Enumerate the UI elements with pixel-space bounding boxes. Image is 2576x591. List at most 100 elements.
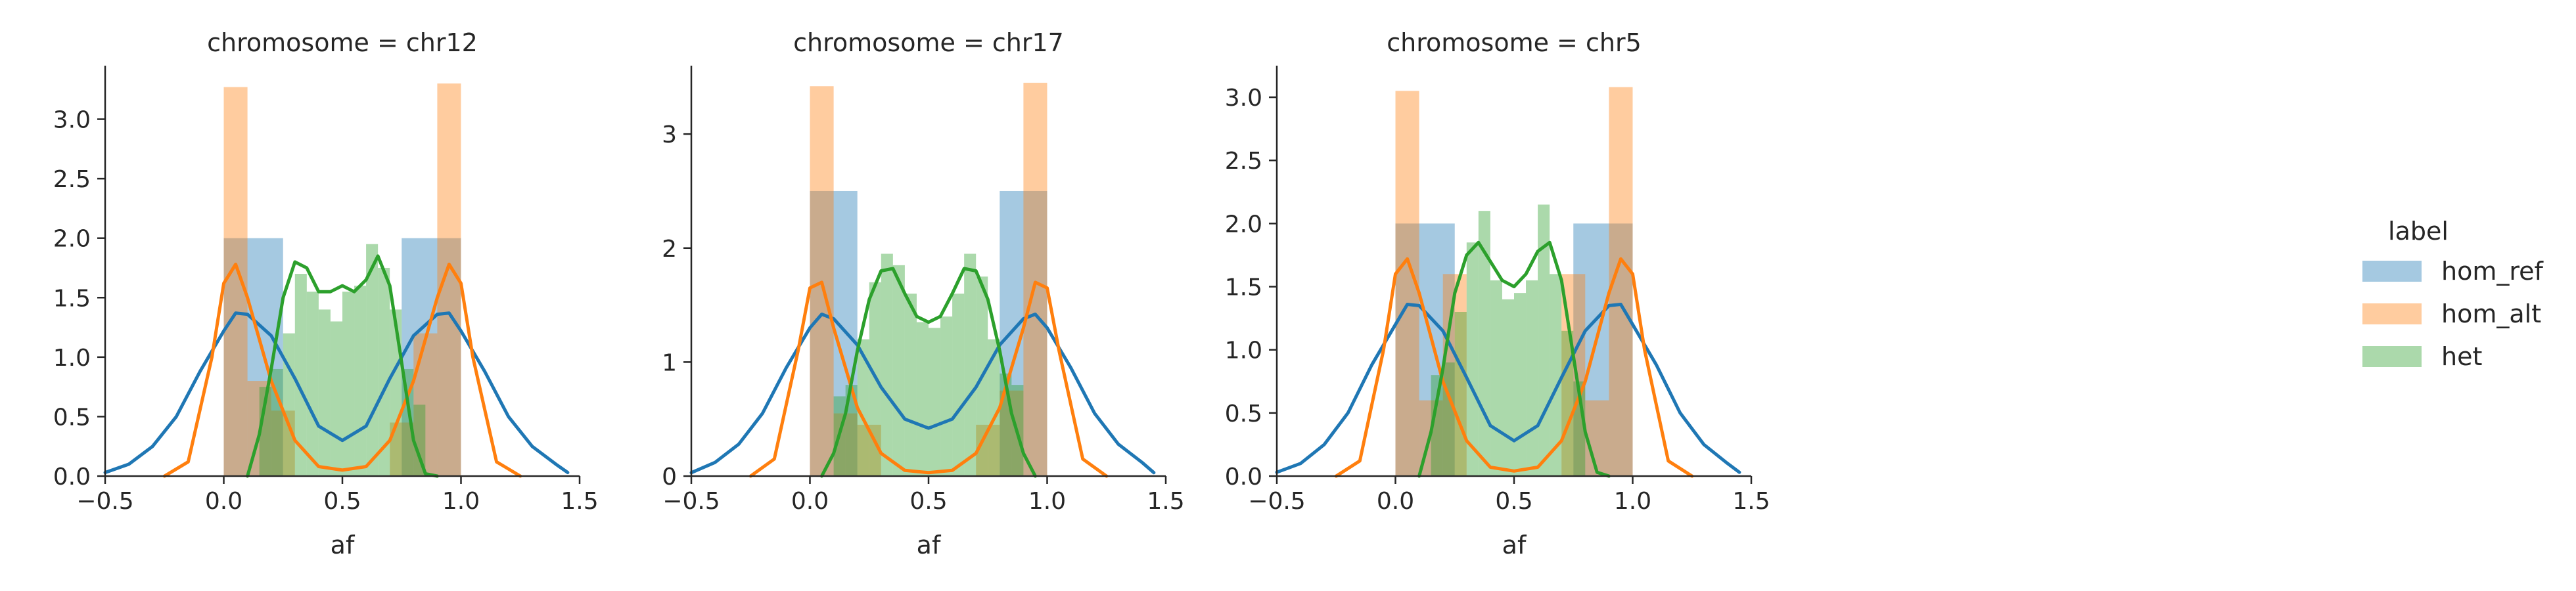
kde-line-hom-ref <box>689 313 1156 475</box>
bar-het <box>1561 330 1574 476</box>
x-tick-label: −0.5 <box>1248 488 1305 515</box>
kde-line-hom-ref <box>103 311 570 475</box>
bar-het <box>318 309 331 476</box>
x-tick-label: 1.0 <box>442 488 480 515</box>
legend-entry-hom-alt: hom_alt <box>2362 299 2541 328</box>
x-axis-label: af <box>1502 531 1527 559</box>
x-tick-label: 0.5 <box>909 488 947 515</box>
x-tick-label: 0.0 <box>1377 488 1414 515</box>
x-tick-label: 0.0 <box>205 488 242 515</box>
x-tick-label: 0.5 <box>1495 488 1532 515</box>
bar-het <box>1550 274 1562 476</box>
bar-hom-alt <box>1442 274 1467 476</box>
bar-het <box>306 292 319 476</box>
y-tick-label: 2 <box>662 236 677 263</box>
legend-entry-het: het <box>2362 342 2482 371</box>
legend: label hom_ref hom_alt het <box>2362 217 2544 371</box>
bar-het <box>330 321 342 476</box>
hist-hom-alt <box>1395 87 1633 476</box>
y-tick-label: 1.5 <box>1225 274 1262 301</box>
kde-line-het <box>1417 240 1611 478</box>
legend-swatch-het <box>2362 346 2422 367</box>
x-tick-label: 0.0 <box>791 488 829 515</box>
bar-het <box>964 253 977 476</box>
panel-title: chromosome = chr17 <box>793 28 1064 57</box>
y-tick-label: 0.5 <box>1225 401 1262 427</box>
bar-het <box>892 265 905 476</box>
x-tick-label: 1.5 <box>1732 488 1770 515</box>
y-tick-label: 0.0 <box>53 464 91 491</box>
y-tick-label: 2.0 <box>1225 211 1262 238</box>
bar-het <box>916 322 929 476</box>
bar-hom-alt <box>1023 83 1047 476</box>
kde-line-hom-ref <box>1275 303 1741 474</box>
x-tick-label: 1.0 <box>1028 488 1066 515</box>
x-tick-label: −0.5 <box>76 488 133 515</box>
bar-het <box>402 368 414 476</box>
y-tick-label: 3.0 <box>53 107 91 134</box>
y-tick-label: 0.5 <box>53 404 91 431</box>
legend-label-hom-alt: hom_alt <box>2441 299 2541 328</box>
bar-hom-alt <box>223 87 248 476</box>
bar-het <box>929 328 941 476</box>
bar-hom-alt <box>1585 400 1609 476</box>
y-tick-label: 1.5 <box>53 285 91 312</box>
legend-entry-hom-ref: hom_ref <box>2362 257 2544 286</box>
x-tick-label: 1.0 <box>1614 488 1651 515</box>
x-tick-label: −0.5 <box>662 488 720 515</box>
bar-het <box>271 368 283 476</box>
hist-hom-ref <box>1395 223 1633 476</box>
kde-line-het <box>820 267 1037 478</box>
kde-line-hom-alt <box>1334 257 1694 478</box>
kde-line-het <box>246 254 439 478</box>
bar-het <box>881 253 893 476</box>
legend-swatch-hom-ref <box>2362 261 2422 282</box>
bar-het <box>1442 362 1455 476</box>
y-tick-label: 0 <box>662 464 677 491</box>
bar-het <box>342 292 355 476</box>
panel-title: chromosome = chr12 <box>207 28 478 57</box>
bar-het <box>1490 280 1502 476</box>
panel-title: chromosome = chr5 <box>1387 28 1642 57</box>
x-axis-label: af <box>331 531 356 559</box>
legend-title: label <box>2388 217 2449 246</box>
bar-het <box>1431 375 1443 476</box>
bar-het <box>988 339 1000 476</box>
bar-het <box>1526 280 1538 476</box>
bar-het <box>413 405 426 476</box>
bar-het <box>283 333 295 476</box>
bar-het <box>904 294 917 476</box>
bar-hom-ref <box>1573 223 1633 476</box>
kde-line-hom-alt <box>162 263 522 478</box>
bar-het <box>378 267 390 476</box>
y-tick-label: 1.0 <box>1225 338 1262 364</box>
y-tick-label: 1 <box>662 349 677 376</box>
y-tick-label: 3 <box>662 121 677 148</box>
bar-het <box>1454 312 1467 476</box>
bar-het <box>354 286 367 476</box>
bar-hom-alt <box>271 410 295 476</box>
y-tick-label: 2.0 <box>53 226 91 253</box>
bar-het <box>1514 293 1527 476</box>
bar-het <box>940 316 953 476</box>
legend-swatch-hom-alt <box>2362 303 2422 324</box>
facet-panel-2: chromosome = chr17 −0.5 0.0 0.5 1.0 1.5 0 1 2 3 af <box>662 28 1185 559</box>
x-tick-label: 1.5 <box>561 488 598 515</box>
kde-line-hom-alt <box>748 280 1109 478</box>
facet-panel-1: chromosome = chr12−0.5 0.0 0.5 1.0 1.50.00.5… <box>53 28 599 559</box>
facet-panel-3: chromosome = chr5−0.5 0.0 0.5 1.0 1.50.00.51… <box>1225 28 1770 559</box>
y-tick-label: 3.0 <box>1225 85 1262 112</box>
y-tick-label: 1.0 <box>53 345 91 372</box>
bar-het <box>1466 242 1479 476</box>
y-tick-label: 0.0 <box>1225 464 1262 491</box>
hist-het <box>833 253 1024 476</box>
x-axis-label: af <box>917 531 942 559</box>
bar-het <box>845 385 858 476</box>
y-tick-label: 2.5 <box>53 166 91 193</box>
legend-label-het: het <box>2441 342 2482 371</box>
legend-label-hom-ref: hom_ref <box>2441 257 2544 286</box>
x-tick-label: 1.5 <box>1147 488 1184 515</box>
x-tick-label: 0.5 <box>323 488 361 515</box>
bar-het <box>952 294 965 476</box>
